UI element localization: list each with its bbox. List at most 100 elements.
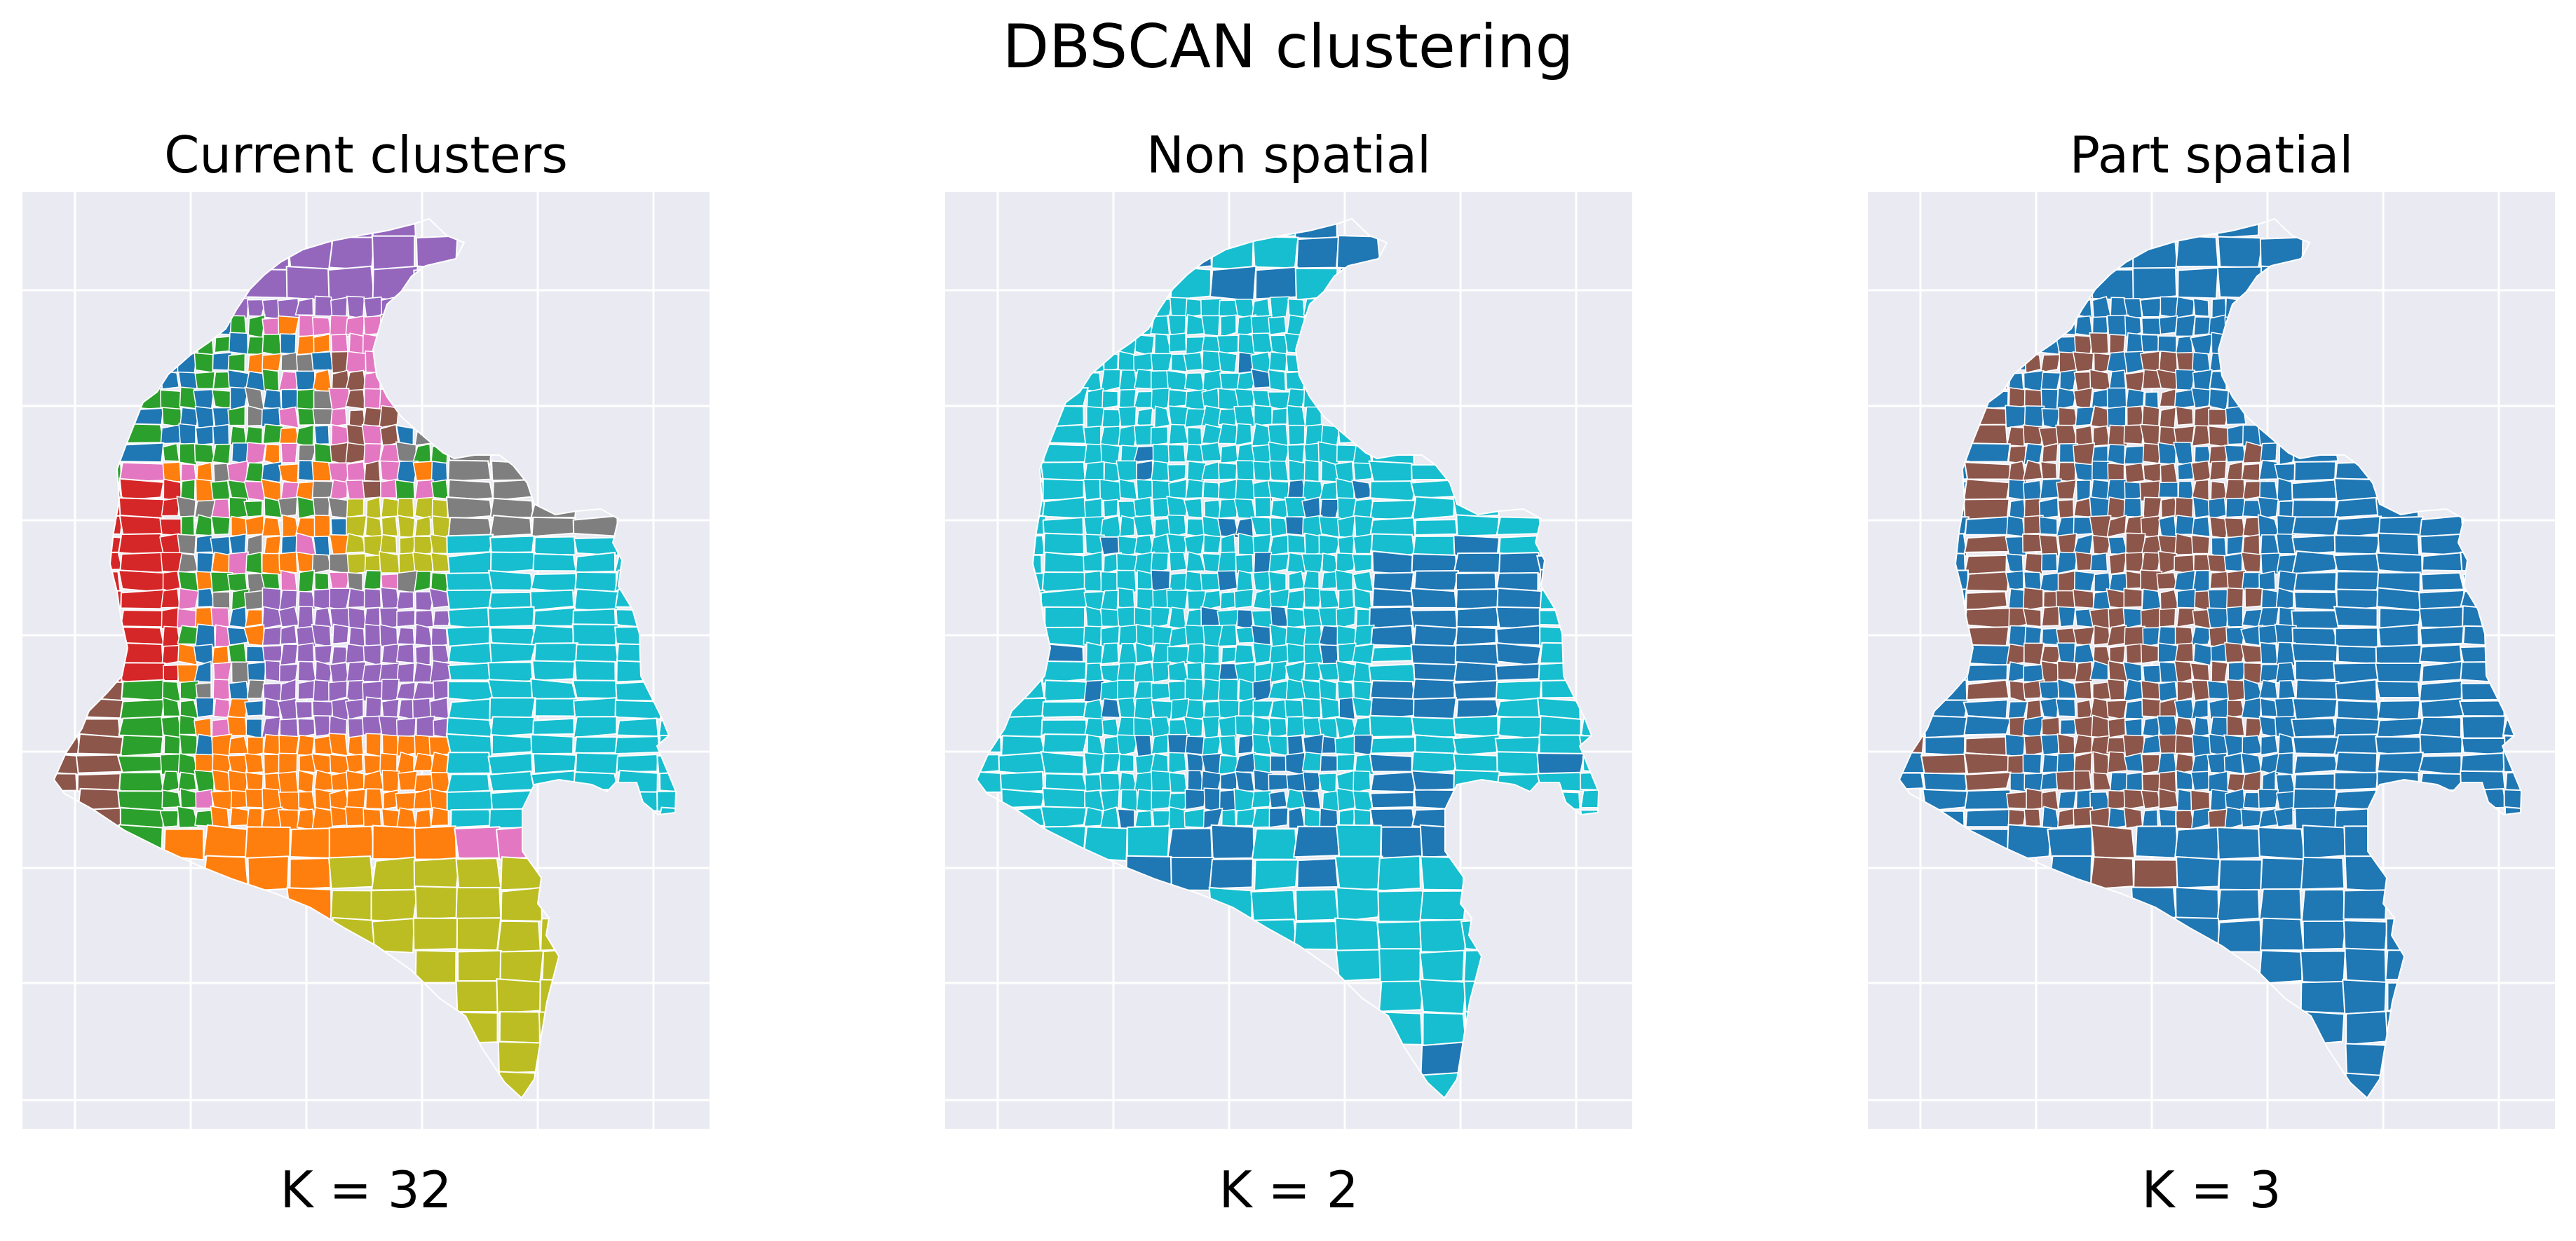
municipality-region	[2242, 441, 2263, 463]
municipality-region	[1268, 571, 1287, 592]
municipality-region	[2040, 372, 2061, 392]
municipality-region	[380, 587, 400, 611]
municipality-region	[347, 588, 367, 609]
municipality-region	[1410, 587, 1458, 609]
municipality-region	[1580, 788, 1599, 809]
municipality-region	[1234, 771, 1255, 792]
municipality-region	[2300, 856, 2345, 890]
municipality-region	[298, 314, 316, 337]
municipality-region	[2176, 607, 2195, 628]
municipality-region	[246, 534, 263, 556]
municipality-region	[212, 443, 231, 465]
municipality-region	[1252, 571, 1270, 592]
municipality-region	[121, 679, 165, 702]
municipality-region	[345, 351, 367, 373]
municipality-region	[363, 588, 382, 609]
municipality-region	[278, 791, 300, 813]
municipality-region	[456, 917, 502, 951]
municipality-region	[1203, 787, 1221, 813]
municipality-region	[445, 496, 493, 520]
municipality-region	[2057, 606, 2076, 628]
municipality-region	[1185, 699, 1205, 719]
municipality-region	[2376, 717, 2423, 739]
municipality-region	[2175, 296, 2195, 319]
municipality-region	[381, 733, 400, 757]
municipality-region	[379, 623, 398, 647]
municipality-region	[299, 753, 316, 773]
municipality-region	[2059, 369, 2077, 392]
municipality-region	[2158, 787, 2179, 810]
municipality-region	[1301, 789, 1322, 810]
municipality-region	[499, 950, 545, 984]
municipality-region	[431, 627, 449, 648]
municipality-region	[379, 550, 400, 574]
municipality-region	[2057, 790, 2077, 809]
municipality-region	[1454, 643, 1500, 666]
municipality-region	[2223, 752, 2244, 775]
municipality-region	[76, 733, 124, 756]
municipality-region	[414, 623, 433, 646]
municipality-region	[2276, 515, 2297, 537]
municipality-region	[2190, 771, 2210, 792]
municipality-region	[2333, 534, 2381, 555]
municipality-region	[364, 460, 381, 482]
municipality-region	[2291, 698, 2338, 721]
municipality-region	[2176, 588, 2196, 609]
municipality-region	[413, 857, 461, 891]
municipality-region	[1335, 949, 1383, 982]
municipality-region	[1317, 773, 1337, 794]
municipality-region	[2134, 825, 2179, 859]
municipality-region	[1235, 460, 1255, 480]
municipality-region	[381, 698, 400, 718]
panel-title: Non spatial	[1146, 126, 1431, 184]
municipality-region	[2158, 351, 2178, 374]
municipality-region	[1318, 516, 1341, 538]
municipality-region	[262, 334, 282, 357]
municipality-region	[1185, 608, 1204, 628]
municipality-region	[264, 697, 280, 718]
municipality-region	[296, 808, 315, 831]
municipality-region	[2047, 826, 2094, 861]
municipality-region	[2124, 315, 2142, 338]
municipality-region	[371, 917, 415, 954]
municipality-region	[1293, 825, 1341, 858]
panel-part-spatial: Part spatial K = 3	[1868, 126, 2555, 1219]
municipality-region	[1268, 534, 1290, 556]
municipality-region	[534, 698, 578, 717]
municipality-region	[1376, 921, 1423, 954]
municipality-region	[1965, 590, 2008, 612]
municipality-region	[395, 643, 415, 664]
municipality-region	[414, 886, 460, 921]
municipality-region	[1083, 806, 1104, 827]
municipality-region	[2022, 608, 2042, 628]
municipality-region	[1924, 735, 1966, 757]
municipality-region	[1217, 678, 1239, 703]
municipality-region	[2419, 625, 2465, 646]
municipality-region	[346, 295, 365, 320]
municipality-region	[1236, 370, 1257, 392]
municipality-region	[531, 660, 576, 681]
municipality-region	[2223, 552, 2243, 572]
municipality-region	[1202, 534, 1222, 554]
municipality-region	[289, 857, 332, 890]
municipality-region	[1100, 625, 1120, 648]
municipality-region	[2006, 515, 2026, 538]
municipality-region	[75, 754, 123, 774]
municipality-region	[194, 405, 215, 429]
municipality-region	[364, 623, 384, 648]
municipality-region	[226, 716, 248, 736]
municipality-region	[2343, 919, 2388, 952]
municipality-region	[1217, 423, 1239, 445]
municipality-region	[2076, 699, 2094, 719]
municipality-region	[1133, 496, 1153, 518]
municipality-region	[1151, 770, 1172, 794]
municipality-region	[2023, 664, 2045, 683]
municipality-region	[1453, 753, 1500, 773]
municipality-region	[998, 752, 1047, 776]
municipality-region	[278, 752, 298, 775]
municipality-region	[362, 663, 383, 682]
municipality-region	[1237, 734, 1256, 754]
municipality-region	[530, 733, 574, 755]
municipality-region	[1150, 606, 1171, 629]
municipality-region	[1253, 405, 1273, 427]
